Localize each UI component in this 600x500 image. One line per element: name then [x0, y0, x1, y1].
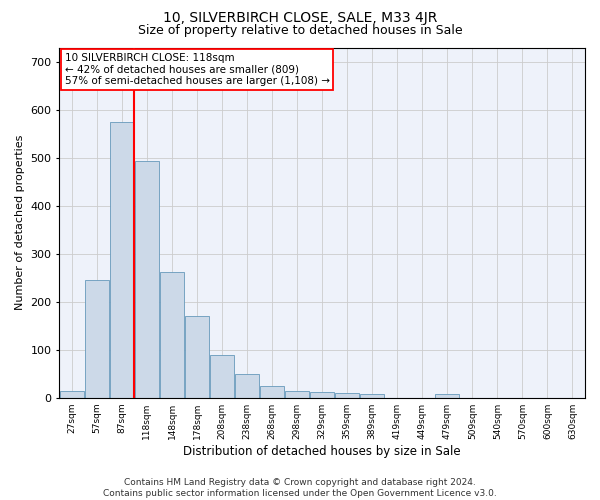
Text: Size of property relative to detached houses in Sale: Size of property relative to detached ho…	[137, 24, 463, 37]
Bar	[110, 122, 134, 398]
X-axis label: Distribution of detached houses by size in Sale: Distribution of detached houses by size …	[184, 444, 461, 458]
Text: 10, SILVERBIRCH CLOSE, SALE, M33 4JR: 10, SILVERBIRCH CLOSE, SALE, M33 4JR	[163, 11, 437, 25]
Bar	[85, 280, 109, 398]
Bar	[310, 392, 334, 398]
Bar	[285, 392, 309, 398]
Bar	[436, 394, 459, 398]
Bar	[210, 355, 234, 398]
Text: Contains HM Land Registry data © Crown copyright and database right 2024.
Contai: Contains HM Land Registry data © Crown c…	[103, 478, 497, 498]
Text: 10 SILVERBIRCH CLOSE: 118sqm
← 42% of detached houses are smaller (809)
57% of s: 10 SILVERBIRCH CLOSE: 118sqm ← 42% of de…	[65, 53, 329, 86]
Bar	[260, 386, 284, 398]
Bar	[361, 394, 384, 398]
Bar	[160, 272, 184, 398]
Bar	[135, 161, 159, 398]
Bar	[60, 392, 84, 398]
Y-axis label: Number of detached properties: Number of detached properties	[15, 135, 25, 310]
Bar	[335, 393, 359, 398]
Bar	[235, 374, 259, 398]
Bar	[185, 316, 209, 398]
